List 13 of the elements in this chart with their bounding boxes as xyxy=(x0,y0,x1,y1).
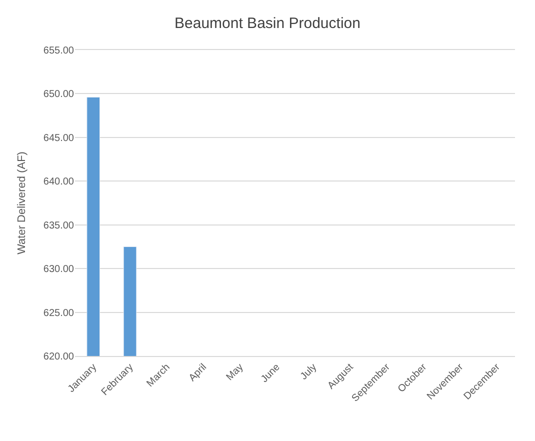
x-tick-label: July xyxy=(298,362,319,382)
y-tick-label: 645.00 xyxy=(43,132,74,144)
chart-title: Beaumont Basin Production xyxy=(174,15,360,32)
y-tick-label: 625.00 xyxy=(43,308,74,319)
x-tick-label: June xyxy=(259,362,283,385)
y-tick-label: 620.00 xyxy=(43,352,74,362)
y-tick-label: 650.00 xyxy=(43,89,74,100)
y-tick-label: 635.00 xyxy=(43,220,74,232)
x-tick-label: May xyxy=(224,362,246,384)
y-tick-label: 630.00 xyxy=(43,264,74,276)
y-tick-label: 655.00 xyxy=(43,46,74,56)
y-tick-label: 640.00 xyxy=(43,176,74,188)
y-axis-title: Water Delivered (AF) xyxy=(16,152,28,254)
